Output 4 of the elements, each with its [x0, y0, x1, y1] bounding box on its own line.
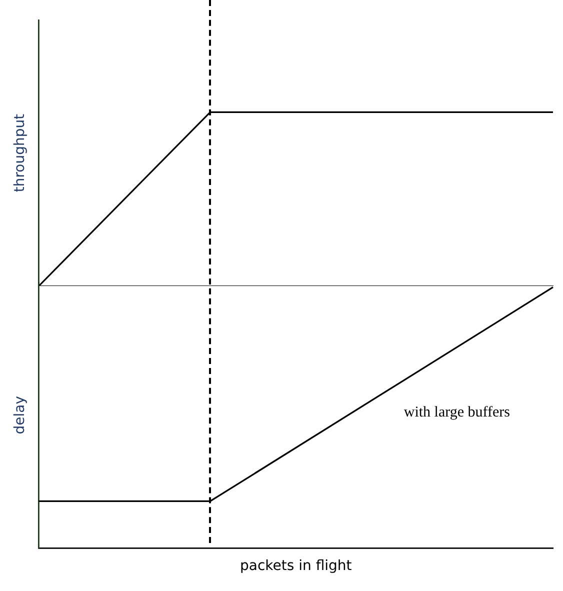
y-axis-title: delay	[12, 396, 28, 434]
x-axis-title: packets in flight	[240, 558, 352, 574]
y-axis-title: throughput	[12, 113, 28, 192]
annotation: with large buffers	[404, 404, 510, 420]
